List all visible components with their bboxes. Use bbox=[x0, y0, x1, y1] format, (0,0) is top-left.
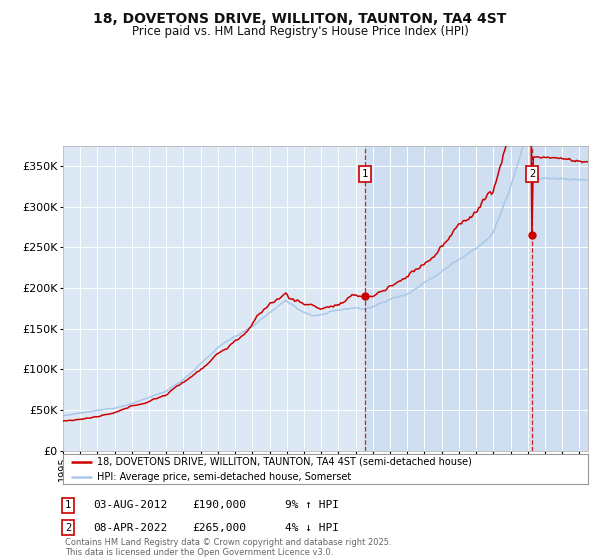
Text: £265,000: £265,000 bbox=[192, 522, 246, 533]
Text: 2: 2 bbox=[529, 169, 535, 179]
Text: 2: 2 bbox=[65, 522, 71, 533]
Text: Contains HM Land Registry data © Crown copyright and database right 2025.
This d: Contains HM Land Registry data © Crown c… bbox=[65, 538, 391, 557]
Text: 9% ↑ HPI: 9% ↑ HPI bbox=[285, 500, 339, 510]
Text: 08-APR-2022: 08-APR-2022 bbox=[93, 522, 167, 533]
Text: 18, DOVETONS DRIVE, WILLITON, TAUNTON, TA4 4ST (semi-detached house): 18, DOVETONS DRIVE, WILLITON, TAUNTON, T… bbox=[97, 457, 472, 467]
Text: 1: 1 bbox=[65, 500, 71, 510]
Bar bbox=[365, 146, 588, 451]
Text: £190,000: £190,000 bbox=[192, 500, 246, 510]
Text: Price paid vs. HM Land Registry's House Price Index (HPI): Price paid vs. HM Land Registry's House … bbox=[131, 25, 469, 38]
Text: 1: 1 bbox=[362, 169, 368, 179]
Text: HPI: Average price, semi-detached house, Somerset: HPI: Average price, semi-detached house,… bbox=[97, 472, 352, 482]
Text: 03-AUG-2012: 03-AUG-2012 bbox=[93, 500, 167, 510]
Text: 18, DOVETONS DRIVE, WILLITON, TAUNTON, TA4 4ST: 18, DOVETONS DRIVE, WILLITON, TAUNTON, T… bbox=[94, 12, 506, 26]
Text: 4% ↓ HPI: 4% ↓ HPI bbox=[285, 522, 339, 533]
